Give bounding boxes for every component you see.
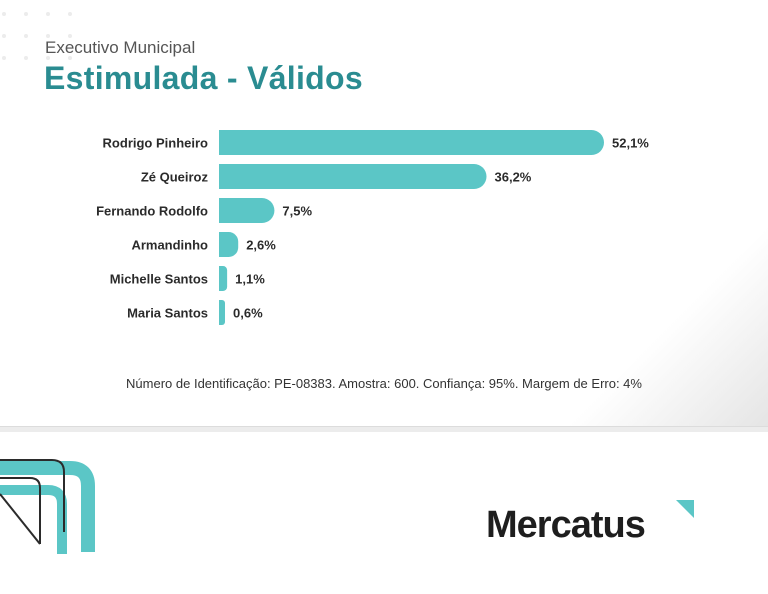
- triangle-corner-icon: [676, 500, 694, 518]
- category-label: Rodrigo Pinheiro: [103, 136, 209, 151]
- value-label: 1,1%: [235, 272, 265, 287]
- chart-subtitle: Executivo Municipal: [45, 38, 196, 57]
- methodology-note: Número de Identificação: PE-08383. Amost…: [126, 376, 642, 391]
- category-label: Armandinho: [131, 238, 208, 253]
- chart-title: Estimulada - Válidos: [44, 60, 363, 96]
- category-label: Maria Santos: [127, 306, 208, 321]
- bar: [219, 164, 487, 189]
- value-label: 36,2%: [495, 170, 532, 185]
- background-shade: [568, 226, 768, 426]
- bar: [219, 300, 225, 325]
- dot-pattern: [0, 0, 90, 80]
- bar-chart: Rodrigo Pinheiro 52,1% Zé Queiroz 36,2% Fern…: [96, 130, 649, 325]
- brand-logo: Mercatus: [486, 504, 646, 546]
- value-label: 2,6%: [246, 238, 276, 253]
- value-label: 52,1%: [612, 136, 649, 151]
- bar: [219, 130, 604, 155]
- bar: [219, 266, 228, 291]
- category-label: Fernando Rodolfo: [96, 204, 208, 219]
- bar: [219, 232, 239, 257]
- category-label: Michelle Santos: [110, 272, 208, 287]
- category-label: Zé Queiroz: [141, 170, 209, 185]
- chart-card: Executivo Municipal Estimulada - Válidos…: [0, 0, 768, 427]
- brand-card: Mercatus: [0, 432, 768, 594]
- value-label: 7,5%: [282, 204, 312, 219]
- bar: [219, 198, 275, 223]
- chevron-stripes-icon: [0, 459, 95, 554]
- value-label: 0,6%: [233, 306, 263, 321]
